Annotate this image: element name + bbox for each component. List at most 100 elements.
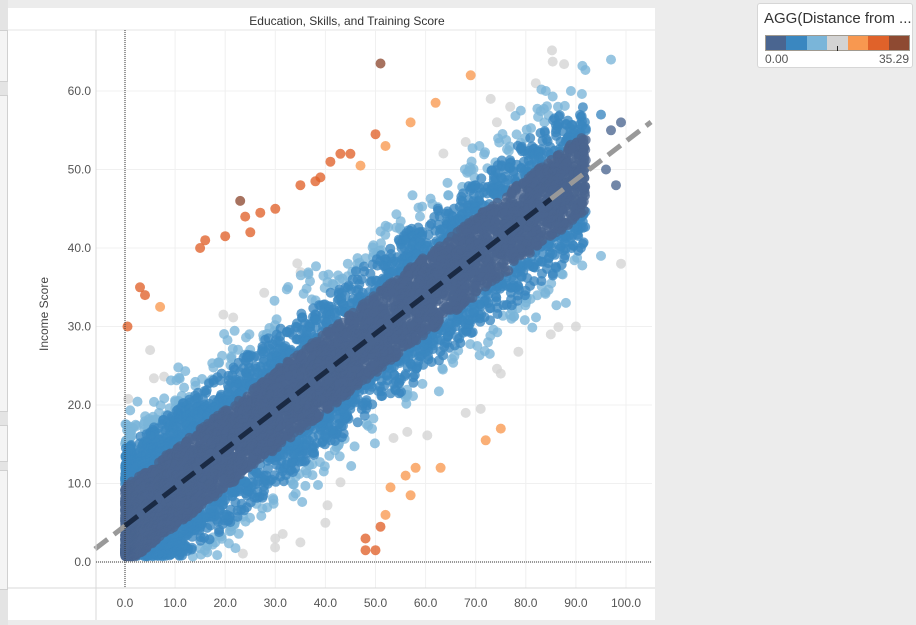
data-point bbox=[616, 258, 626, 269]
data-point bbox=[355, 160, 366, 171]
data-point bbox=[545, 329, 556, 340]
data-point bbox=[295, 537, 306, 548]
data-point bbox=[465, 339, 476, 350]
data-point bbox=[476, 173, 487, 184]
data-point bbox=[480, 435, 491, 446]
data-point bbox=[559, 100, 570, 111]
data-point bbox=[375, 521, 386, 532]
data-point bbox=[519, 315, 530, 326]
data-point bbox=[606, 125, 616, 136]
data-point bbox=[218, 309, 229, 320]
data-point bbox=[596, 250, 606, 261]
data-point bbox=[223, 538, 234, 549]
data-point bbox=[295, 180, 306, 191]
data-point bbox=[554, 241, 565, 251]
data-point bbox=[510, 110, 521, 121]
data-point bbox=[540, 86, 551, 96]
data-point bbox=[237, 548, 248, 559]
left-pane-card bbox=[0, 30, 8, 82]
data-point bbox=[417, 378, 428, 389]
data-point bbox=[322, 500, 333, 511]
data-point bbox=[410, 462, 421, 473]
data-point bbox=[140, 290, 150, 301]
data-point bbox=[433, 386, 444, 397]
data-point bbox=[292, 258, 303, 269]
data-point bbox=[560, 297, 571, 308]
data-point bbox=[290, 488, 301, 499]
data-point bbox=[361, 395, 372, 406]
data-point bbox=[313, 480, 323, 490]
data-point bbox=[268, 493, 278, 504]
data-point bbox=[325, 287, 336, 298]
data-point bbox=[475, 403, 486, 414]
data-point bbox=[315, 457, 325, 468]
data-point bbox=[245, 227, 256, 238]
data-point bbox=[438, 148, 449, 159]
data-point bbox=[155, 301, 166, 312]
data-point bbox=[452, 332, 463, 343]
data-point bbox=[195, 543, 206, 554]
data-point bbox=[546, 278, 557, 289]
data-point bbox=[465, 70, 476, 81]
data-point bbox=[491, 117, 502, 128]
data-point bbox=[577, 260, 588, 271]
data-point bbox=[553, 322, 564, 333]
data-point bbox=[125, 405, 136, 416]
data-point bbox=[295, 270, 306, 281]
data-point bbox=[547, 45, 557, 56]
scatter-chart[interactable]: 0.0 10.0 20.0 30.0 40.0 50.0 60.0 70.0 80.0 90.0 1… bbox=[8, 8, 655, 620]
data-point bbox=[435, 462, 446, 473]
data-point bbox=[325, 156, 336, 167]
data-point bbox=[270, 533, 281, 544]
data-point bbox=[200, 235, 211, 246]
data-point bbox=[122, 321, 133, 332]
data-point bbox=[235, 195, 246, 206]
data-point bbox=[225, 504, 236, 515]
data-point bbox=[241, 332, 251, 343]
data-point bbox=[350, 266, 361, 277]
data-point bbox=[576, 89, 587, 99]
data-point bbox=[503, 145, 514, 156]
data-point bbox=[297, 497, 308, 507]
data-point bbox=[135, 282, 145, 293]
data-point bbox=[539, 117, 550, 128]
data-point bbox=[531, 312, 541, 323]
data-point bbox=[551, 300, 562, 311]
data-point bbox=[611, 180, 621, 191]
data-point bbox=[240, 211, 251, 222]
data-point bbox=[380, 141, 391, 151]
data-point bbox=[437, 363, 448, 374]
data-point bbox=[311, 261, 321, 272]
data-point bbox=[342, 258, 353, 269]
data-point bbox=[179, 382, 190, 393]
data-point bbox=[402, 426, 413, 437]
data-point bbox=[580, 65, 591, 75]
data-point bbox=[365, 268, 376, 279]
left-pane-card bbox=[0, 95, 8, 412]
data-point bbox=[370, 545, 381, 556]
data-point bbox=[550, 261, 561, 272]
data-point bbox=[300, 480, 311, 491]
data-point bbox=[405, 490, 416, 501]
data-point bbox=[513, 346, 524, 357]
data-point bbox=[407, 190, 418, 201]
data-point bbox=[310, 176, 321, 187]
data-point bbox=[368, 413, 379, 424]
data-point bbox=[380, 509, 391, 520]
data-point bbox=[335, 148, 346, 159]
data-point bbox=[369, 438, 380, 449]
left-pane-card bbox=[0, 425, 8, 462]
data-point bbox=[376, 238, 386, 249]
data-point bbox=[233, 344, 243, 355]
left-pane-card bbox=[0, 470, 8, 590]
data-point bbox=[270, 542, 281, 553]
data-point bbox=[479, 346, 490, 356]
data-point bbox=[385, 482, 396, 493]
data-point bbox=[233, 528, 244, 539]
data-point bbox=[311, 314, 322, 325]
data-point bbox=[148, 373, 159, 384]
data-point bbox=[405, 117, 416, 128]
data-point bbox=[145, 345, 156, 356]
data-point bbox=[616, 117, 626, 128]
data-point bbox=[525, 133, 536, 143]
